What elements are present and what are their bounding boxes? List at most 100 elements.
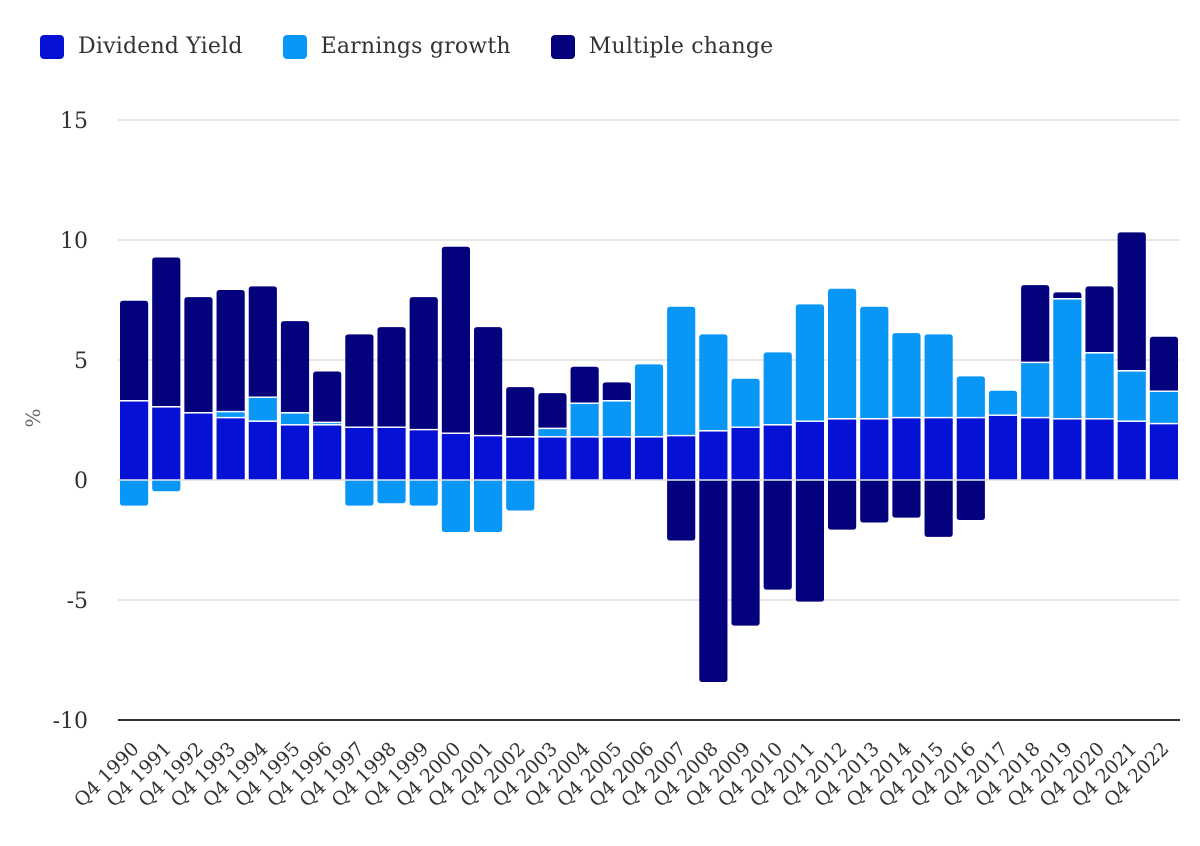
bar-dividend-yield[interactable] <box>1085 419 1114 480</box>
bar-dividend-yield[interactable] <box>956 418 985 480</box>
bar-earnings-growth[interactable] <box>345 480 374 506</box>
bar-earnings-growth[interactable] <box>409 480 438 506</box>
bar-multiple-change[interactable] <box>892 480 921 518</box>
legend-item-multiple-change[interactable]: Multiple change <box>550 34 774 59</box>
bar-earnings-growth[interactable] <box>474 480 503 533</box>
bar-earnings-growth[interactable] <box>377 480 406 504</box>
bar-earnings-growth[interactable] <box>1021 363 1050 417</box>
bar-dividend-yield[interactable] <box>409 430 438 480</box>
bar-multiple-change[interactable] <box>699 480 728 683</box>
bar-multiple-change[interactable] <box>506 387 535 437</box>
bar-multiple-change[interactable] <box>152 257 181 407</box>
bar-earnings-growth[interactable] <box>602 401 631 437</box>
bar-earnings-growth[interactable] <box>731 378 760 427</box>
bar-multiple-change[interactable] <box>860 480 889 523</box>
bar-dividend-yield[interactable] <box>506 437 535 480</box>
bar-dividend-yield[interactable] <box>345 427 374 480</box>
bar-multiple-change[interactable] <box>795 480 824 602</box>
bar-multiple-change[interactable] <box>120 300 149 401</box>
bar-earnings-growth[interactable] <box>667 306 696 435</box>
bar-earnings-growth[interactable] <box>570 403 599 437</box>
bar-dividend-yield[interactable] <box>377 427 406 480</box>
bar-multiple-change[interactable] <box>313 371 342 422</box>
bar-dividend-yield[interactable] <box>280 425 310 480</box>
bar-multiple-change[interactable] <box>248 286 277 397</box>
bar-dividend-yield[interactable] <box>313 425 342 480</box>
bar-earnings-growth[interactable] <box>1117 371 1146 421</box>
bar-multiple-change[interactable] <box>184 297 213 413</box>
bar-earnings-growth[interactable] <box>699 334 728 431</box>
bar-dividend-yield[interactable] <box>667 436 696 480</box>
bar-multiple-change[interactable] <box>345 334 374 427</box>
bar-multiple-change[interactable] <box>280 321 310 413</box>
bar-dividend-yield[interactable] <box>570 437 599 480</box>
bar-dividend-yield[interactable] <box>248 421 277 480</box>
bar-dividend-yield[interactable] <box>1149 424 1178 480</box>
bar-dividend-yield[interactable] <box>538 437 567 480</box>
bar-earnings-growth[interactable] <box>1053 299 1082 419</box>
bar-dividend-yield[interactable] <box>441 433 470 480</box>
bar-multiple-change[interactable] <box>1021 285 1050 362</box>
bar-earnings-growth[interactable] <box>634 364 664 437</box>
bar-earnings-growth[interactable] <box>924 334 953 417</box>
bar-earnings-growth[interactable] <box>313 423 342 425</box>
bar-dividend-yield[interactable] <box>988 415 1018 480</box>
bar-dividend-yield[interactable] <box>860 419 889 480</box>
bar-multiple-change[interactable] <box>377 327 406 427</box>
bar-earnings-growth[interactable] <box>216 412 245 417</box>
bar-multiple-change[interactable] <box>667 480 696 541</box>
bar-dividend-yield[interactable] <box>474 436 503 480</box>
bar-dividend-yield[interactable] <box>763 425 792 480</box>
bar-dividend-yield[interactable] <box>120 401 149 480</box>
bar-dividend-yield[interactable] <box>602 437 631 480</box>
bar-earnings-growth[interactable] <box>1085 353 1114 419</box>
bar-multiple-change[interactable] <box>409 297 438 429</box>
bar-multiple-change[interactable] <box>1053 292 1082 299</box>
bar-earnings-growth[interactable] <box>506 480 535 511</box>
bar-dividend-yield[interactable] <box>699 431 728 480</box>
bar-earnings-growth[interactable] <box>956 376 985 417</box>
bar-multiple-change[interactable] <box>956 480 985 521</box>
bar-earnings-growth[interactable] <box>988 390 1018 415</box>
bar-earnings-growth[interactable] <box>441 480 470 533</box>
bar-earnings-growth[interactable] <box>892 333 921 417</box>
bar-earnings-growth[interactable] <box>120 480 149 506</box>
bar-dividend-yield[interactable] <box>216 418 245 480</box>
legend-item-earnings-growth[interactable]: Earnings growth <box>282 34 511 59</box>
bar-earnings-growth[interactable] <box>795 304 824 421</box>
bar-earnings-growth[interactable] <box>538 429 567 437</box>
bar-dividend-yield[interactable] <box>924 418 953 480</box>
bar-earnings-growth[interactable] <box>860 306 889 419</box>
bar-multiple-change[interactable] <box>1085 286 1114 353</box>
bar-dividend-yield[interactable] <box>892 418 921 480</box>
bar-earnings-growth[interactable] <box>828 288 857 419</box>
bar-multiple-change[interactable] <box>1117 232 1146 371</box>
bar-multiple-change[interactable] <box>441 246 470 433</box>
legend-item-dividend-yield[interactable]: Dividend Yield <box>40 34 243 59</box>
bar-multiple-change[interactable] <box>216 289 245 411</box>
bar-dividend-yield[interactable] <box>1117 421 1146 480</box>
bar-dividend-yield[interactable] <box>184 413 213 480</box>
bar-earnings-growth[interactable] <box>248 397 277 421</box>
bar-multiple-change[interactable] <box>570 366 599 403</box>
bar-multiple-change[interactable] <box>538 393 567 428</box>
bar-dividend-yield[interactable] <box>634 437 664 480</box>
bar-dividend-yield[interactable] <box>152 407 181 480</box>
bar-multiple-change[interactable] <box>1149 336 1178 391</box>
bar-dividend-yield[interactable] <box>1053 419 1082 480</box>
bar-multiple-change[interactable] <box>828 480 857 530</box>
bar-multiple-change[interactable] <box>924 480 953 537</box>
bar-multiple-change[interactable] <box>474 327 503 435</box>
bar-multiple-change[interactable] <box>602 382 631 401</box>
bar-earnings-growth[interactable] <box>280 413 310 425</box>
bar-dividend-yield[interactable] <box>828 419 857 480</box>
bar-dividend-yield[interactable] <box>1021 418 1050 480</box>
legend-label: Earnings growth <box>320 34 511 59</box>
bar-multiple-change[interactable] <box>763 480 792 590</box>
bar-dividend-yield[interactable] <box>731 427 760 480</box>
bar-dividend-yield[interactable] <box>795 421 824 480</box>
bar-multiple-change[interactable] <box>731 480 760 626</box>
bar-earnings-growth[interactable] <box>152 480 181 492</box>
bar-earnings-growth[interactable] <box>763 352 792 425</box>
bar-earnings-growth[interactable] <box>1149 391 1178 423</box>
